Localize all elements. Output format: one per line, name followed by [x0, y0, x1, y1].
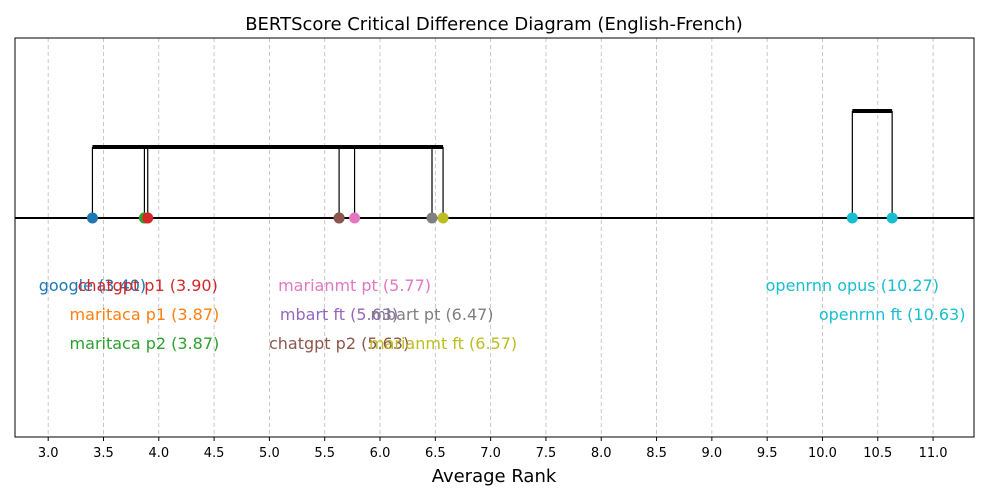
x-tick-label: 7.5 [536, 446, 557, 461]
x-axis-ticks: 3.0 3.5 4.0 4.5 5.0 5.5 6.0 6.5 7.0 7.5 8.0 8.5 9.0 9… [38, 437, 948, 461]
model-label: google (3.40) [39, 276, 146, 295]
x-tick-label: 7.0 [480, 446, 501, 461]
rank-marker [846, 212, 858, 224]
x-tick-label: 10.5 [863, 446, 892, 461]
model-labels: google (3.40) maritaca p1 (3.87) maritaca … [39, 276, 966, 353]
model-label: maritaca p1 (3.87) [70, 305, 220, 324]
x-tick-label: 10.0 [808, 446, 837, 461]
chart-title: BERTScore Critical Difference Diagram (E… [245, 14, 743, 35]
x-tick-label: 9.0 [702, 446, 723, 461]
x-tick-label: 4.0 [148, 446, 169, 461]
rank-marker [426, 212, 438, 224]
x-tick-label: 8.0 [591, 446, 612, 461]
rank-marker [349, 212, 361, 224]
model-label: chatgpt p1 (3.90) [78, 276, 218, 295]
rank-marker [142, 212, 154, 224]
x-tick-label: 5.5 [314, 446, 335, 461]
model-label: maritaca p2 (3.87) [70, 334, 220, 353]
model-label: openrnn opus (10.27) [766, 276, 939, 295]
x-tick-label: 3.0 [38, 446, 59, 461]
rank-marker [86, 212, 98, 224]
rank-marker [886, 212, 898, 224]
model-label: openrnn ft (10.63) [819, 305, 966, 324]
model-label: marianmt ft (6.57) [369, 334, 517, 353]
clique-bars [91, 109, 893, 218]
x-tick-label: 6.5 [425, 446, 446, 461]
x-axis-label: Average Rank [432, 466, 557, 487]
model-label: chatgpt p2 (5.63) [269, 334, 409, 353]
rank-marker [437, 212, 449, 224]
rank-marker [333, 212, 345, 224]
grid-lines [47, 38, 934, 437]
plot-frame [14, 37, 975, 438]
rank-markers [86, 212, 898, 224]
x-tick-label: 5.0 [259, 446, 280, 461]
x-tick-label: 6.0 [370, 446, 391, 461]
model-label: mbart pt (6.47) [370, 305, 493, 324]
model-label: marianmt pt (5.77) [278, 276, 431, 295]
x-tick-label: 8.5 [646, 446, 667, 461]
x-tick-label: 4.5 [204, 446, 225, 461]
x-tick-label: 9.5 [757, 446, 778, 461]
x-tick-label: 3.5 [93, 446, 114, 461]
x-tick-label: 11.0 [919, 446, 948, 461]
model-label: mbart ft (5.63) [280, 305, 398, 324]
